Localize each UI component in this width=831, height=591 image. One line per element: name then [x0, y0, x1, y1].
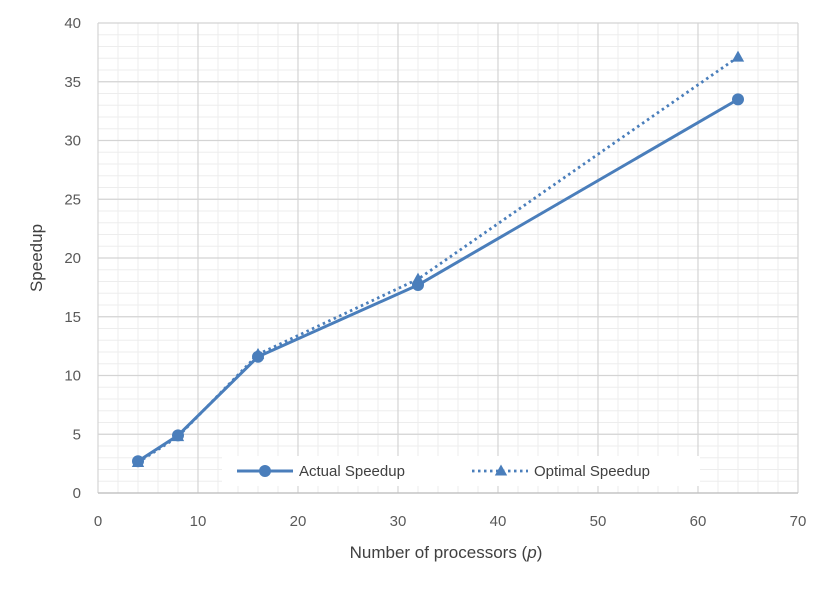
x-tick-label: 10: [190, 513, 207, 530]
y-tick-labels: 0 5 10 15 20 25 30 35 40: [64, 15, 81, 502]
point-actual: [252, 350, 264, 363]
y-tick-label: 10: [64, 368, 81, 385]
legend-label-optimal: Optimal Speedup: [534, 463, 650, 480]
legend-background: [222, 456, 700, 486]
y-tick-label: 0: [73, 485, 81, 502]
point-actual: [172, 429, 184, 442]
x-axis-title: Number of processors (p): [350, 543, 543, 562]
x-tick-label: 40: [490, 513, 507, 530]
x-tick-label: 20: [290, 513, 307, 530]
y-tick-label: 20: [64, 250, 81, 267]
x-axis-title-suffix: ): [537, 543, 543, 562]
legend-item-actual: Actual Speedup: [237, 463, 405, 480]
y-axis-title: Speedup: [27, 224, 46, 292]
major-grid: [97, 22, 799, 494]
x-axis-title-prefix: Number of processors (: [350, 543, 528, 562]
y-tick-label: 5: [73, 426, 81, 443]
legend-label-actual: Actual Speedup: [299, 463, 405, 480]
y-tick-label: 40: [64, 15, 81, 32]
x-tick-label: 30: [390, 513, 407, 530]
point-actual: [732, 93, 744, 106]
point-optimal: [731, 50, 745, 62]
legend-item-optimal: Optimal Speedup: [472, 463, 650, 480]
legend-marker-actual: [259, 465, 271, 477]
y-tick-label: 15: [64, 309, 81, 326]
x-tick-label: 70: [790, 513, 807, 530]
y-tick-label: 35: [64, 74, 81, 91]
legend: Actual Speedup Optimal Speedup: [222, 456, 700, 486]
y-tick-label: 30: [64, 133, 81, 150]
x-tick-labels: 0 10 20 30 40 50 60 70: [94, 513, 807, 530]
legend-marker-optimal: [494, 464, 508, 476]
point-actual: [132, 455, 144, 468]
x-tick-label: 60: [690, 513, 707, 530]
point-actual: [412, 279, 424, 292]
y-tick-label: 25: [64, 191, 81, 208]
x-tick-label: 50: [590, 513, 607, 530]
x-axis-title-variable: p: [526, 543, 536, 562]
x-tick-label: 0: [94, 513, 102, 530]
series-layer: [131, 50, 745, 468]
